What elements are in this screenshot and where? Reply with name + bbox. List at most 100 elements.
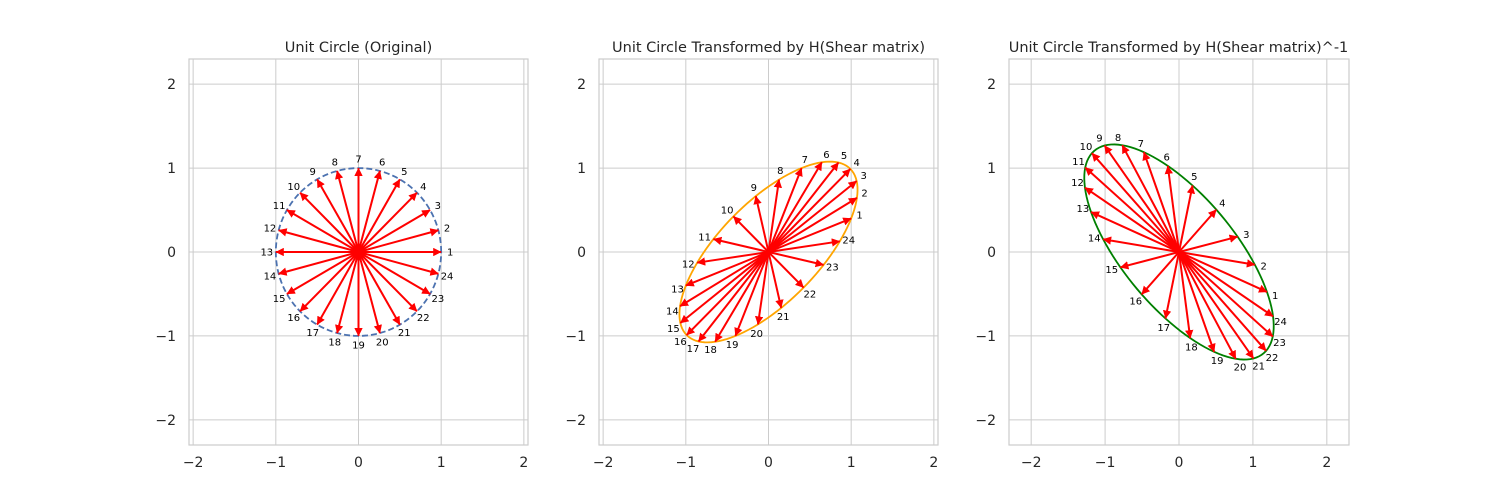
x-tick-label: −2 (593, 455, 614, 471)
vector-arrow (357, 251, 401, 326)
vector-arrow (357, 209, 431, 253)
vector-label: 2 (1261, 262, 1267, 273)
y-tick-label: −1 (975, 329, 996, 345)
vector-arrow (299, 191, 360, 253)
vector-arrow (1178, 208, 1218, 253)
vector-label: 13 (260, 248, 273, 259)
vector-arrow (679, 251, 770, 308)
vector-label: 10 (287, 182, 300, 193)
vector-label: 1 (856, 211, 862, 222)
vector-arrow (1084, 186, 1180, 253)
vector-label: 4 (420, 182, 426, 193)
vector-label: 22 (1266, 353, 1279, 364)
vector-arrow (357, 191, 418, 253)
x-tick-label: 0 (354, 455, 363, 471)
vector-label: 19 (1211, 356, 1224, 367)
vector-label: 17 (1157, 323, 1170, 334)
vector-arrow (685, 251, 770, 336)
vector-arrow (696, 251, 769, 266)
vector-arrow (1178, 251, 1255, 360)
vector-label: 10 (1080, 142, 1093, 153)
vector-arrow (1178, 251, 1268, 293)
vector-arrow (357, 251, 418, 313)
vector-arrow (767, 168, 852, 253)
vector-label: 2 (444, 223, 450, 234)
vector-arrow (357, 251, 382, 334)
vector-label: 24 (1274, 317, 1287, 328)
vector-label: 4 (1219, 198, 1225, 209)
y-tick-label: 0 (167, 245, 176, 261)
vector-arrow (1178, 251, 1274, 318)
vector-label: 20 (376, 337, 389, 348)
vector-arrow (1178, 251, 1256, 268)
x-tick-label: −1 (675, 455, 696, 471)
vector-arrow (358, 228, 439, 253)
vector-label: 14 (264, 272, 277, 283)
vector-label: 5 (401, 167, 407, 178)
vector-arrow (316, 178, 360, 253)
y-tick-label: 0 (577, 245, 586, 261)
vector-label: 16 (287, 313, 300, 324)
vector-arrow (1103, 144, 1180, 253)
vector-arrow (767, 196, 858, 253)
vector-arrow (278, 228, 359, 253)
x-tick-label: −2 (1021, 455, 1042, 471)
x-tick-label: 2 (929, 455, 938, 471)
vector-arrow (697, 251, 770, 343)
vector-label: 12 (1071, 178, 1084, 189)
axes-frame (1008, 58, 1350, 446)
vector-label: 18 (704, 345, 717, 356)
x-tick-label: 2 (1322, 455, 1331, 471)
vector-label: 22 (804, 290, 817, 301)
vector-arrow (1120, 251, 1180, 270)
x-tick-label: −1 (265, 455, 286, 471)
vector-label: 7 (1138, 139, 1144, 150)
vector-arrow (1178, 251, 1216, 353)
subplot-shear-inverse: Unit Circle Transformed by H(Shear matri… (975, 40, 1350, 471)
vector-label: 19 (726, 340, 739, 351)
vector-label: 17 (687, 344, 700, 355)
x-tick-label: 1 (437, 455, 446, 471)
vector-arrow (316, 251, 360, 326)
vector-label: 8 (777, 166, 783, 177)
vector-arrow (286, 209, 360, 253)
vector-arrow (768, 217, 852, 253)
vector-arrow (679, 251, 770, 324)
vector-arrow (278, 251, 359, 276)
vector-arrow (734, 251, 770, 337)
vector-label: 3 (860, 171, 866, 182)
vector-label: 4 (853, 158, 859, 169)
vector-label: 23 (826, 262, 839, 273)
vector-arrow (1178, 251, 1237, 360)
vector-arrow (1084, 166, 1180, 253)
vector-label: 5 (841, 151, 847, 162)
vector-label: 12 (682, 260, 695, 271)
vector-label: 19 (352, 340, 365, 351)
y-tick-label: 2 (167, 77, 176, 93)
vector-label: 13 (1076, 204, 1089, 215)
vector-arrow (767, 161, 840, 253)
vector-label: 8 (332, 158, 338, 169)
vector-arrow (1090, 211, 1180, 253)
vector-arrow (357, 251, 431, 295)
vector-arrow (357, 170, 382, 253)
y-tick-label: −2 (155, 413, 176, 429)
vector-label: 17 (306, 328, 319, 339)
vector-label: 13 (671, 284, 684, 295)
vector-label: 24 (441, 272, 454, 283)
vector-label: 15 (273, 294, 286, 305)
vector-label: 21 (398, 328, 411, 339)
vector-arrow (1164, 165, 1180, 253)
vector-arrow (753, 195, 770, 253)
vector-label: 15 (1105, 265, 1118, 276)
vector-arrow (714, 251, 770, 343)
vector-arrow (335, 251, 360, 334)
y-tick-label: −2 (565, 413, 586, 429)
vector-label: 2 (861, 189, 867, 200)
y-tick-label: 2 (577, 77, 586, 93)
vector-arrow (767, 251, 784, 309)
vector-label: 7 (355, 155, 361, 166)
vector-label: 21 (1252, 361, 1265, 372)
vector-label: 11 (1072, 157, 1085, 168)
vector-label: 21 (777, 312, 790, 323)
